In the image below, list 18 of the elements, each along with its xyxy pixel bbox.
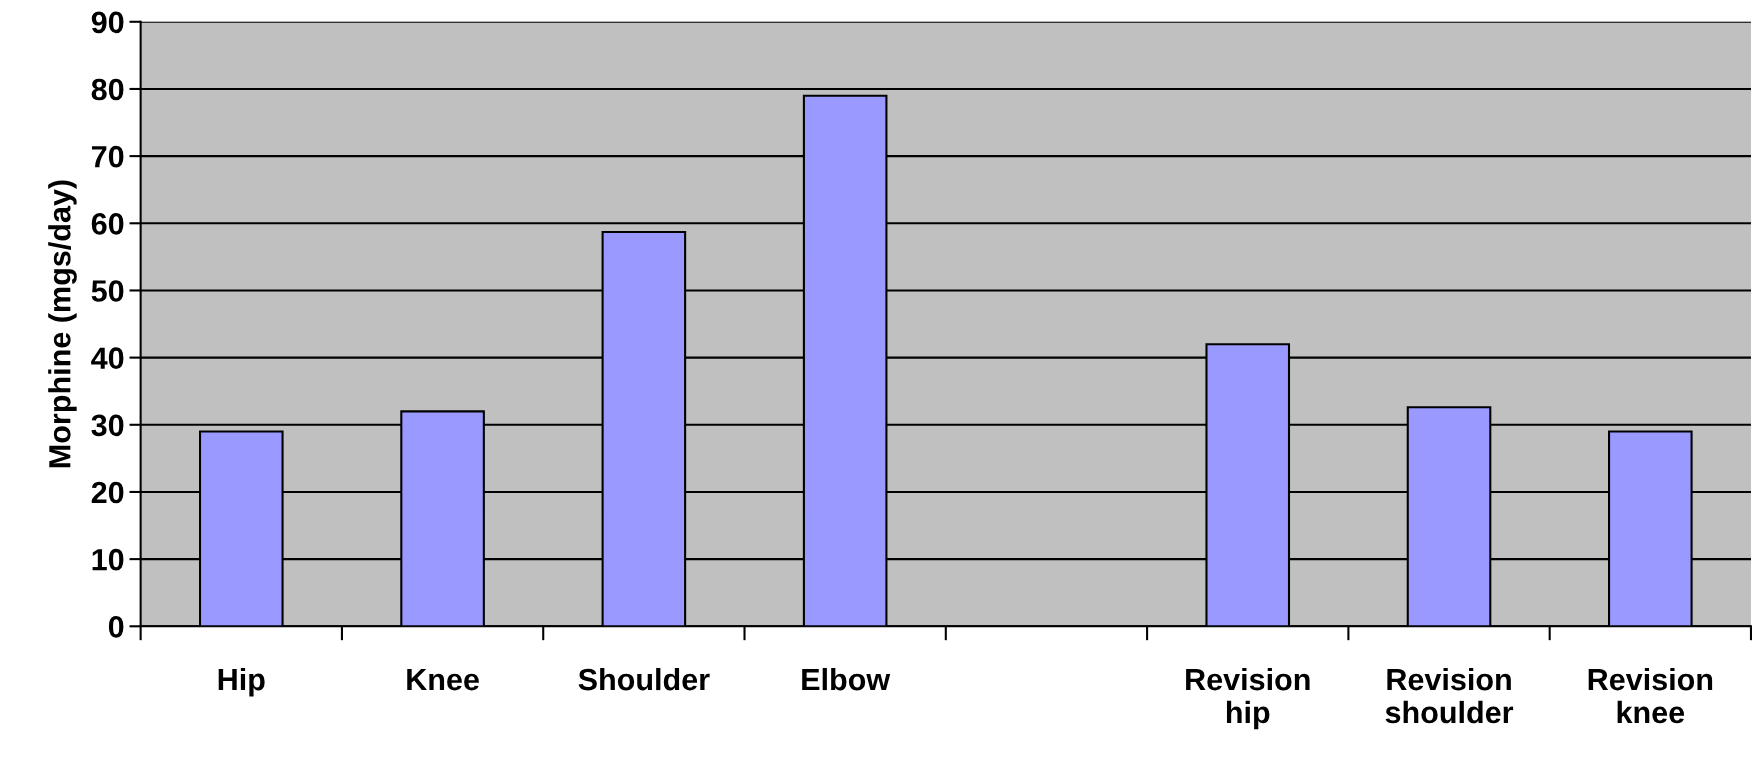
y-tick-label: 50 (91, 280, 124, 302)
x-tick-label: Hip (218, 667, 265, 697)
x-tick-label: Elbow (802, 667, 891, 691)
y-tick-label: 10 (92, 548, 124, 571)
y-tick-label: 0 (108, 616, 124, 638)
y-tick-label: 70 (92, 145, 124, 168)
y-tick-label: 30 (91, 414, 124, 437)
x-tick-label: Knee (407, 669, 479, 691)
y-tick-label: 80 (91, 78, 124, 101)
y-tick-label: 40 (91, 347, 124, 369)
x-tick-label: Revision knee (1588, 667, 1713, 724)
y-tick-label: 90 (91, 11, 124, 34)
y-axis-title: Morphine (mgs/day) (48, 180, 77, 468)
y-tick-label: 20 (91, 481, 124, 504)
y-tick-label: 60 (91, 213, 124, 235)
x-tick-label: Revision hip (1186, 667, 1310, 730)
x-tick-label: Revision shoulder (1385, 667, 1514, 724)
x-tick-label: Shoulder (578, 667, 710, 691)
